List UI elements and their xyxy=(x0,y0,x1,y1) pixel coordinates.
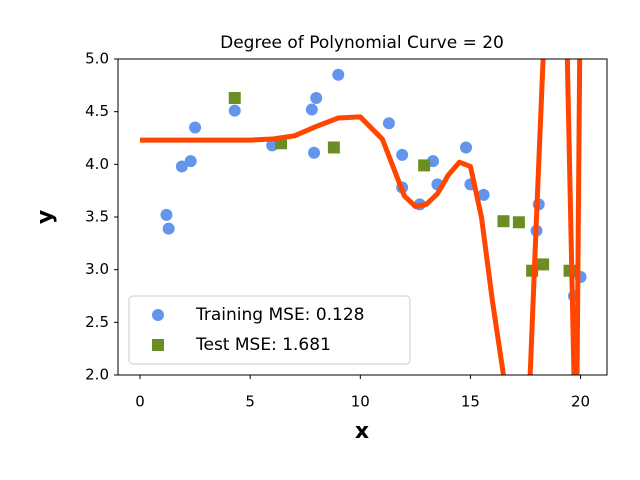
point xyxy=(184,155,197,168)
point xyxy=(418,159,431,172)
legend-marker xyxy=(152,339,164,351)
y-tick-label: 3.5 xyxy=(85,208,109,226)
y-axis-label: y xyxy=(33,210,58,224)
point xyxy=(308,146,321,159)
point xyxy=(310,91,323,104)
point xyxy=(160,208,173,221)
point xyxy=(537,258,550,271)
x-tick-label: 5 xyxy=(245,393,255,411)
x-axis-label: x xyxy=(355,419,369,444)
point xyxy=(228,91,241,104)
chart-title: Degree of Polynomial Curve = 20 xyxy=(220,33,504,53)
plot-area xyxy=(140,59,587,375)
point xyxy=(175,160,188,173)
y-tick-label: 3.0 xyxy=(85,260,109,278)
legend-box xyxy=(128,295,411,365)
point xyxy=(228,104,241,117)
point xyxy=(396,148,409,161)
legend-label: Test MSE: 1.681 xyxy=(195,335,331,355)
point xyxy=(382,117,395,130)
y-tick-label: 2.0 xyxy=(85,366,109,384)
curve xyxy=(140,59,583,375)
legend-label: Training MSE: 0.128 xyxy=(195,305,364,325)
legend-marker xyxy=(152,309,164,321)
point xyxy=(327,141,340,154)
point xyxy=(305,103,318,116)
point xyxy=(460,141,473,154)
x-tick-label: 20 xyxy=(571,393,590,411)
x-tick-label: 10 xyxy=(351,393,370,411)
point xyxy=(497,215,510,228)
point xyxy=(332,68,345,81)
y-tick-label: 2.5 xyxy=(85,313,109,331)
y-tick-label: 5.0 xyxy=(85,50,109,68)
point xyxy=(512,216,525,229)
x-tick-label: 0 xyxy=(135,393,145,411)
x-tick-label: 15 xyxy=(461,393,480,411)
y-tick-label: 4.5 xyxy=(85,102,109,120)
y-tick-label: 4.0 xyxy=(85,155,109,173)
point xyxy=(477,188,490,201)
point xyxy=(189,121,202,134)
point xyxy=(162,222,175,235)
